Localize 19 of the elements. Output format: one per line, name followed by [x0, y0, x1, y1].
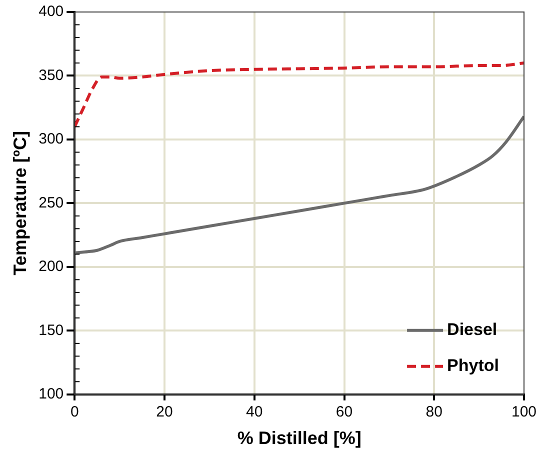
x-tick-label: 60 — [336, 404, 353, 421]
y-tick-label: 350 — [38, 66, 64, 84]
line-series — [74, 115, 524, 254]
y-tick-label: 300 — [38, 130, 64, 148]
y-axis-title: Temperature [ºC] — [10, 131, 30, 276]
y-tick-label: 400 — [38, 3, 64, 20]
legend-label: Phytol — [447, 356, 500, 376]
y-tick-label: 100 — [38, 386, 64, 403]
y-tick-label: 200 — [38, 258, 64, 276]
x-tick-label: 80 — [426, 404, 442, 421]
x-tick-label: 20 — [156, 404, 173, 421]
x-tick-label: 100 — [511, 404, 537, 421]
y-tick-label: 150 — [38, 322, 64, 339]
y-tick-label: 250 — [38, 194, 64, 212]
x-axis-title: % Distilled [%] — [237, 428, 362, 448]
legend-label: Diesel — [447, 320, 498, 340]
x-tick-label: 40 — [246, 404, 263, 421]
line-series — [74, 61, 524, 128]
x-tick-label: 0 — [70, 404, 79, 421]
